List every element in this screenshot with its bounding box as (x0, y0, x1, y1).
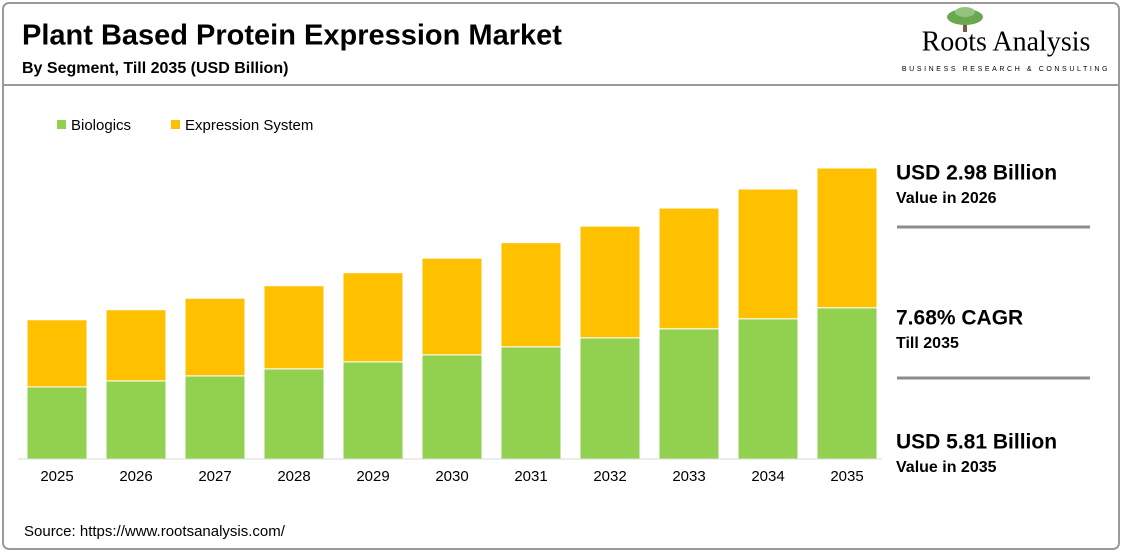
bar-segment (184, 297, 246, 377)
x-tick-label: 2025 (40, 468, 73, 485)
bar-segment (421, 354, 483, 460)
annotation-headline: USD 2.98 Billion (896, 162, 1057, 185)
bar-segment (816, 167, 878, 309)
bar-segment (579, 337, 641, 460)
bar-segment (184, 375, 246, 460)
bar-segment (500, 242, 562, 348)
bar-segment (263, 368, 325, 460)
x-tick-label: 2026 (119, 468, 152, 485)
logo-icon (947, 7, 983, 32)
x-tick-label: 2028 (277, 468, 310, 485)
bar-segment (658, 207, 720, 330)
x-tick-label: 2027 (198, 468, 231, 485)
legend-swatch (57, 120, 66, 129)
bar-segment (26, 319, 88, 388)
bar-segment (26, 386, 88, 460)
bar-segment (737, 188, 799, 320)
bar-segment (342, 272, 404, 363)
bar-segment (105, 380, 167, 460)
logo-name: Roots Analysis (922, 26, 1091, 57)
bar-segment (816, 307, 878, 460)
annotation-detail: Value in 2026 (896, 190, 997, 207)
bar-segment (737, 318, 799, 460)
bar-segment (500, 346, 562, 460)
x-tick-label: 2035 (830, 468, 863, 485)
legend-swatch (171, 120, 180, 129)
bar-segment (658, 328, 720, 460)
bar-segment (421, 257, 483, 356)
bar-segment (263, 285, 325, 370)
logo-tagline: BUSINESS RESEARCH & CONSULTING (902, 66, 1110, 73)
annotation-headline: USD 5.81 Billion (896, 431, 1057, 454)
chart-subtitle: By Segment, Till 2035 (USD Billion) (22, 60, 288, 77)
annotation-detail: Till 2035 (896, 335, 959, 352)
x-tick-label: 2030 (435, 468, 468, 485)
x-tick-label: 2029 (356, 468, 389, 485)
legend-label: Expression System (185, 117, 313, 134)
x-tick-label: 2032 (593, 468, 626, 485)
legend-label: Biologics (71, 117, 131, 134)
annotation-headline: 7.68% CAGR (896, 307, 1023, 330)
bar-segment (105, 309, 167, 382)
x-tick-label: 2034 (751, 468, 784, 485)
chart-title: Plant Based Protein Expression Market (22, 20, 562, 52)
x-tick-label: 2031 (514, 468, 547, 485)
annotation-detail: Value in 2035 (896, 459, 997, 476)
x-tick-label: 2033 (672, 468, 705, 485)
bar-segment (579, 225, 641, 339)
source: Source: https://www.rootsanalysis.com/ (24, 523, 286, 540)
bar-segment (342, 361, 404, 460)
